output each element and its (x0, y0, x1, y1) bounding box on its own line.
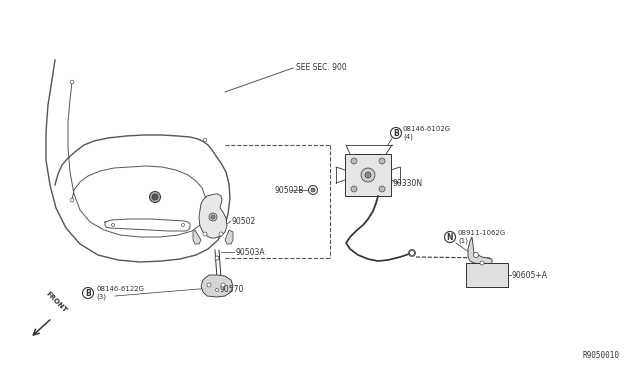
Polygon shape (193, 230, 201, 244)
Polygon shape (468, 237, 492, 264)
Circle shape (410, 250, 415, 256)
Text: 90570: 90570 (220, 285, 244, 295)
Text: 90605+A: 90605+A (512, 270, 548, 279)
Circle shape (351, 158, 357, 164)
Circle shape (311, 188, 315, 192)
Text: SEE SEC. 900: SEE SEC. 900 (296, 62, 347, 71)
Text: N: N (447, 232, 453, 241)
Text: R9050010: R9050010 (583, 351, 620, 360)
Text: 90502B: 90502B (275, 186, 305, 195)
Text: 08911-1062G
(1): 08911-1062G (1) (458, 230, 506, 244)
Text: B: B (393, 128, 399, 138)
Circle shape (480, 261, 484, 265)
FancyBboxPatch shape (345, 154, 391, 196)
Polygon shape (466, 263, 508, 287)
Circle shape (361, 168, 375, 182)
Circle shape (221, 283, 225, 287)
Circle shape (207, 283, 211, 287)
Text: 08146-6122G
(3): 08146-6122G (3) (96, 286, 144, 300)
Circle shape (204, 138, 207, 142)
Circle shape (379, 186, 385, 192)
Text: FRONT: FRONT (44, 291, 68, 314)
Polygon shape (199, 194, 227, 238)
Circle shape (308, 186, 317, 195)
Circle shape (182, 224, 184, 227)
Text: 90502: 90502 (232, 217, 256, 225)
Polygon shape (201, 275, 233, 297)
Circle shape (219, 232, 223, 236)
Circle shape (408, 250, 415, 257)
Circle shape (150, 192, 161, 202)
Circle shape (111, 224, 115, 227)
Circle shape (70, 198, 74, 202)
Circle shape (211, 215, 215, 219)
Circle shape (379, 158, 385, 164)
Circle shape (390, 128, 401, 138)
Circle shape (215, 256, 219, 260)
Circle shape (203, 232, 207, 236)
Circle shape (152, 194, 158, 200)
Circle shape (445, 231, 456, 243)
Text: 90330N: 90330N (393, 179, 423, 187)
Polygon shape (225, 230, 233, 244)
Text: 90503A: 90503A (235, 247, 264, 257)
Text: 08146-6102G
(4): 08146-6102G (4) (403, 126, 451, 140)
Circle shape (351, 186, 357, 192)
Circle shape (216, 289, 218, 292)
Circle shape (474, 253, 479, 257)
Circle shape (365, 172, 371, 178)
Text: B: B (85, 289, 91, 298)
Circle shape (83, 288, 93, 298)
Circle shape (70, 80, 74, 84)
Circle shape (209, 213, 217, 221)
Circle shape (202, 214, 206, 218)
